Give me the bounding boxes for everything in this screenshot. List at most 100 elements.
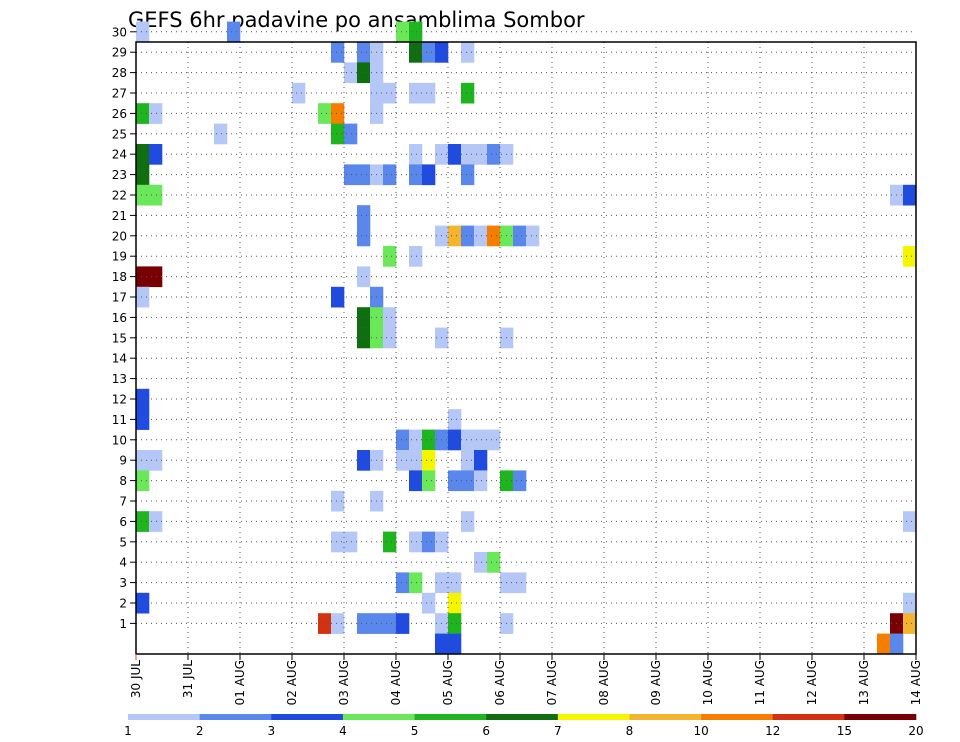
heatmap-cell	[331, 42, 345, 63]
heatmap-cell	[214, 123, 228, 145]
legend-tick-label: 12	[765, 724, 780, 738]
heatmap-cell	[474, 552, 488, 573]
y-tick-label: 20	[112, 229, 127, 243]
heatmap-cell	[461, 511, 475, 532]
heatmap-cell	[357, 62, 371, 84]
heatmap-cell	[357, 205, 371, 226]
heatmap-cell	[903, 613, 917, 634]
y-tick-label: 18	[112, 270, 127, 284]
heatmap-cell	[396, 450, 410, 471]
heatmap-cell	[513, 225, 527, 247]
legend-tick-label: 7	[554, 724, 562, 738]
heatmap-cell	[474, 450, 488, 471]
y-tick-label: 30	[112, 25, 127, 39]
legend-swatch	[199, 714, 272, 720]
x-tick-label: 30 JUL	[129, 660, 143, 698]
y-tick-label: 22	[112, 189, 127, 203]
legend-tick-label: 10	[693, 724, 708, 738]
legend-tick-label: 20	[908, 724, 923, 738]
y-tick-label: 3	[119, 576, 127, 590]
heatmap-cell	[136, 409, 150, 430]
heatmap-cell	[383, 164, 397, 186]
heatmap-cell	[331, 286, 345, 308]
heatmap-cell	[136, 470, 150, 492]
heatmap-cell	[422, 429, 436, 451]
legend-tick-label: 5	[411, 724, 419, 738]
legend-swatch	[486, 714, 559, 720]
heatmap-cell	[903, 246, 917, 267]
heatmap-cell	[448, 613, 462, 634]
heatmap-cell	[422, 82, 436, 104]
heatmap-cell	[383, 327, 397, 349]
legend-swatch	[414, 714, 487, 720]
y-tick-label: 6	[119, 515, 127, 529]
legend-tick-label: 8	[626, 724, 634, 738]
x-tick-label: 03 AUG	[337, 660, 351, 705]
legend-swatch	[128, 714, 200, 720]
heatmap-cell	[409, 164, 423, 186]
y-tick-label: 4	[119, 556, 127, 570]
heatmap-cell	[136, 592, 150, 614]
heatmap-cell	[318, 103, 332, 124]
heatmap-cell	[409, 429, 423, 451]
x-tick-label: 05 AUG	[441, 660, 455, 705]
heatmap-cell	[487, 552, 501, 573]
heatmap-cell	[474, 470, 488, 492]
heatmap-cell	[487, 144, 501, 165]
y-tick-label: 5	[119, 535, 127, 549]
x-tick-label: 13 AUG	[857, 660, 871, 705]
heatmap-cell	[357, 613, 371, 634]
y-tick-label: 17	[112, 291, 127, 305]
heatmap-cell	[396, 429, 410, 451]
y-tick-label: 13	[112, 372, 127, 386]
x-tick-label: 11 AUG	[753, 660, 767, 705]
legend-swatch	[701, 714, 774, 720]
heatmap-cell	[331, 613, 345, 634]
heatmap-cell	[448, 592, 462, 614]
y-tick-label: 21	[112, 209, 127, 223]
gridlines	[136, 31, 916, 654]
heatmap-cell	[357, 225, 371, 247]
heatmap-cell	[513, 470, 527, 492]
heatmap-cell	[890, 633, 904, 655]
y-tick-label: 2	[119, 597, 127, 611]
x-tick-label: 09 AUG	[649, 660, 663, 705]
y-axis-ticks: 1234567891011121314151617181920212223242…	[112, 25, 136, 631]
x-tick-label: 12 AUG	[805, 660, 819, 705]
heatmap-cell	[331, 103, 345, 124]
legend-swatch	[844, 714, 917, 720]
heatmap-cell	[409, 21, 423, 43]
heatmap-cell	[877, 633, 891, 655]
y-tick-label: 9	[119, 454, 127, 468]
legend-swatch	[557, 714, 630, 720]
heatmap-cell	[149, 144, 163, 165]
y-tick-label: 16	[112, 311, 127, 325]
legend-tick-label: 3	[267, 724, 275, 738]
heatmap-cell	[383, 246, 397, 267]
x-tick-label: 31 JUL	[181, 660, 195, 698]
heatmap-cell	[357, 307, 371, 328]
heatmap-cell	[422, 592, 436, 614]
heatmap-cell	[422, 164, 436, 186]
legend-swatch	[772, 714, 845, 720]
heatmap-cell	[149, 450, 163, 471]
heatmap-cell	[448, 470, 462, 492]
heatmap-cell	[409, 82, 423, 104]
heatmap-cell	[474, 429, 488, 451]
heatmap-cell	[136, 511, 150, 532]
x-tick-label: 02 AUG	[285, 660, 299, 705]
legend-swatch	[342, 714, 415, 720]
heatmap-cell	[487, 225, 501, 247]
heatmap-cell	[461, 470, 475, 492]
heatmap-cell	[448, 144, 462, 165]
heatmap-cell	[409, 246, 423, 267]
x-axis-ticks: 30 JUL 31 JUL 01 AUG 02 AUG 03 AUG 04 AUG 05 A…	[129, 654, 923, 705]
plot-frame	[135, 41, 917, 655]
heatmap-cell	[409, 450, 423, 471]
heatmap-cell	[357, 266, 371, 288]
y-tick-label: 26	[112, 107, 127, 121]
heatmap-cell	[474, 144, 488, 165]
heatmap-cell	[409, 144, 423, 165]
heatmap-cell	[461, 164, 475, 186]
